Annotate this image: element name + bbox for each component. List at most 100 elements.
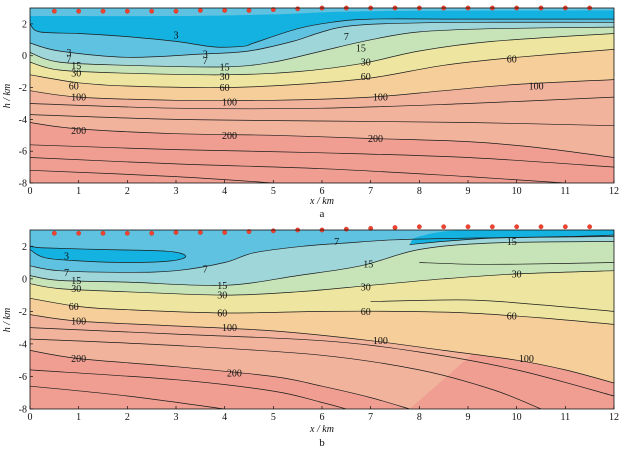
contour-line-7 xyxy=(30,236,614,273)
station-marker xyxy=(100,230,106,236)
y-tick-label: -8 xyxy=(19,179,27,190)
contour-label-7: 7 xyxy=(66,54,71,65)
contour-line-15 xyxy=(30,26,614,68)
station-marker xyxy=(246,7,252,13)
x-tick-label: 1 xyxy=(76,186,81,197)
contour-label-7: 7 xyxy=(203,56,208,67)
station-marker xyxy=(222,7,228,13)
station-marker xyxy=(295,6,301,12)
y-tick-label: -4 xyxy=(19,115,27,126)
contour-label-30: 30 xyxy=(220,72,230,83)
contour-label-100: 100 xyxy=(373,336,388,347)
contour-label-100: 100 xyxy=(373,93,388,104)
contour-label-3: 3 xyxy=(174,31,179,42)
contour-line-100 xyxy=(30,79,614,102)
contour-line-30 xyxy=(30,270,614,296)
x-tick-label: 10 xyxy=(512,412,522,423)
contour-label-200: 200 xyxy=(222,131,237,142)
x-tick-label: 0 xyxy=(28,412,33,423)
panel-a-filled-contours xyxy=(30,8,614,183)
station-marker xyxy=(222,230,228,235)
panel-b-contour-lines xyxy=(30,230,614,409)
contour-label-60: 60 xyxy=(507,312,517,323)
contour-line-minor xyxy=(30,114,614,127)
panel-b-stations xyxy=(51,224,593,236)
contour-line-3-east xyxy=(409,230,614,245)
contour-label-60: 60 xyxy=(361,307,371,318)
contour-label-7: 7 xyxy=(64,268,69,279)
contour-label-3: 3 xyxy=(203,50,208,61)
x-tick-label: 9 xyxy=(466,412,471,423)
station-marker xyxy=(173,230,179,235)
x-tick-label: 2 xyxy=(125,186,130,197)
panel-b-ylabel: h / km xyxy=(2,308,13,332)
station-marker xyxy=(76,230,82,236)
contour-line-minor xyxy=(30,144,614,168)
x-tick-label: 12 xyxy=(609,412,619,423)
x-tick-label: 4 xyxy=(222,186,227,197)
contour-label-200: 200 xyxy=(71,354,86,365)
panel-b-xlabel: x / km xyxy=(309,424,334,435)
station-marker xyxy=(416,224,422,230)
contour-line-minor xyxy=(370,299,614,312)
contour-label-60: 60 xyxy=(69,81,79,92)
x-tick-label: 5 xyxy=(271,186,276,197)
x-tick-label: 10 xyxy=(512,186,522,197)
station-marker xyxy=(76,8,82,14)
y-tick-label: 0 xyxy=(22,274,27,285)
x-tick-label: 11 xyxy=(561,412,571,423)
contour-label-7: 7 xyxy=(334,237,339,248)
station-marker xyxy=(489,224,495,230)
contour-label-100: 100 xyxy=(71,317,86,328)
station-marker xyxy=(562,224,568,230)
y-tick-label: 2 xyxy=(22,242,27,253)
contour-label-30: 30 xyxy=(512,269,522,280)
x-tick-label: 7 xyxy=(368,186,373,197)
y-tick-label: -4 xyxy=(19,339,27,350)
panel-b-filled-contours xyxy=(30,230,614,409)
contour-line-minor xyxy=(419,262,614,265)
station-marker xyxy=(368,225,374,231)
contour-label-7: 7 xyxy=(344,32,349,43)
station-marker xyxy=(197,230,203,235)
panel-a-contour-lines xyxy=(30,18,614,183)
station-marker xyxy=(173,8,179,14)
contour-line-minor xyxy=(30,369,347,409)
y-tick-label: 0 xyxy=(22,51,27,62)
panel-b-caption: b xyxy=(319,437,325,449)
panel-a-ylabel: h / km xyxy=(2,84,13,108)
station-marker xyxy=(343,226,349,232)
station-marker xyxy=(270,7,276,12)
x-tick-label: 3 xyxy=(174,412,179,423)
station-marker xyxy=(392,225,398,230)
contour-line-7 xyxy=(30,21,614,58)
contour-label-60: 60 xyxy=(69,302,79,313)
contour-label-60: 60 xyxy=(507,54,517,65)
contour-label-3: 3 xyxy=(66,48,71,59)
x-tick-label: 8 xyxy=(417,412,422,423)
x-tick-label: 9 xyxy=(466,186,471,197)
contour-label-60: 60 xyxy=(217,308,227,319)
contour-label-3: 3 xyxy=(64,252,69,263)
station-marker xyxy=(441,224,447,230)
contour-label-200: 200 xyxy=(227,369,242,380)
contour-line-minor xyxy=(30,338,542,409)
x-tick-label: 3 xyxy=(174,186,179,197)
panel-a-xlabel: x / km xyxy=(309,196,334,207)
x-tick-label: 0 xyxy=(28,186,33,197)
x-tick-label: 6 xyxy=(320,186,325,197)
x-tick-label: 8 xyxy=(417,186,422,197)
contour-label-60: 60 xyxy=(361,72,371,83)
station-marker xyxy=(149,230,155,236)
contour-label-15: 15 xyxy=(507,237,517,248)
contour-label-15: 15 xyxy=(71,276,81,287)
contour-label-15: 15 xyxy=(220,62,230,73)
contour-line-200 xyxy=(30,350,410,409)
y-tick-label: -6 xyxy=(19,147,27,158)
contour-label-15: 15 xyxy=(356,43,366,54)
